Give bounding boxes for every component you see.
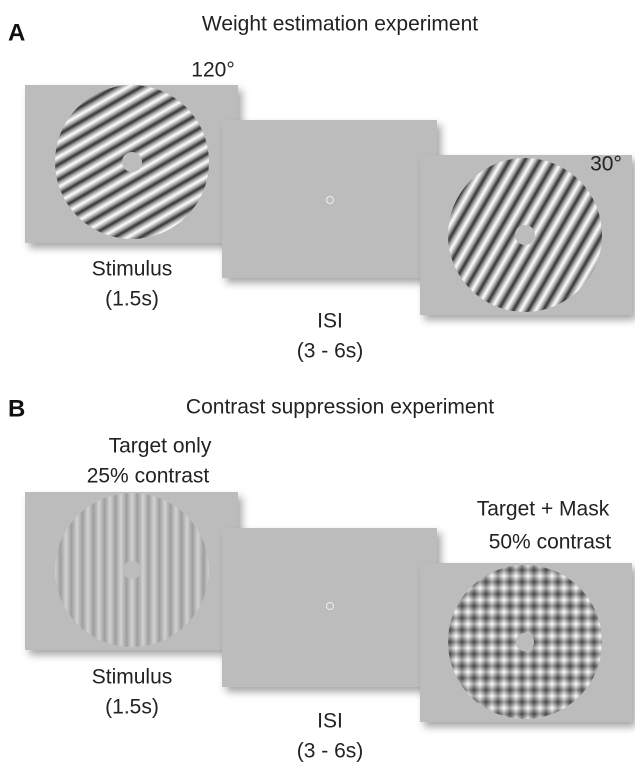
caption: ISI xyxy=(317,310,343,333)
panel-title: Weight estimation experiment xyxy=(202,13,478,36)
panel-title: Contrast suppression experiment xyxy=(186,396,494,419)
panel-label: B xyxy=(8,395,25,422)
caption: Stimulus xyxy=(92,258,173,281)
caption: Stimulus xyxy=(92,666,173,689)
condition-label: Target only xyxy=(109,435,212,458)
duration: (1.5s) xyxy=(105,696,159,719)
isi-frame xyxy=(222,120,437,278)
stimulus-frame xyxy=(420,155,632,315)
panel-label: A xyxy=(8,19,25,46)
condition-label: 25% contrast xyxy=(87,465,210,488)
orientation-label: 30° xyxy=(590,153,622,176)
stimulus-frame xyxy=(420,563,632,722)
isi-frame xyxy=(222,528,437,687)
caption: ISI xyxy=(317,710,343,733)
stimulus-frame xyxy=(25,85,238,243)
condition-label: 50% contrast xyxy=(489,531,612,554)
condition-label: Target + Mask xyxy=(477,498,610,521)
orientation-label: 120° xyxy=(191,59,234,82)
duration: (3 - 6s) xyxy=(297,340,364,363)
duration: (1.5s) xyxy=(105,288,159,311)
stimulus-frame xyxy=(25,492,238,650)
duration: (3 - 6s) xyxy=(297,740,364,763)
